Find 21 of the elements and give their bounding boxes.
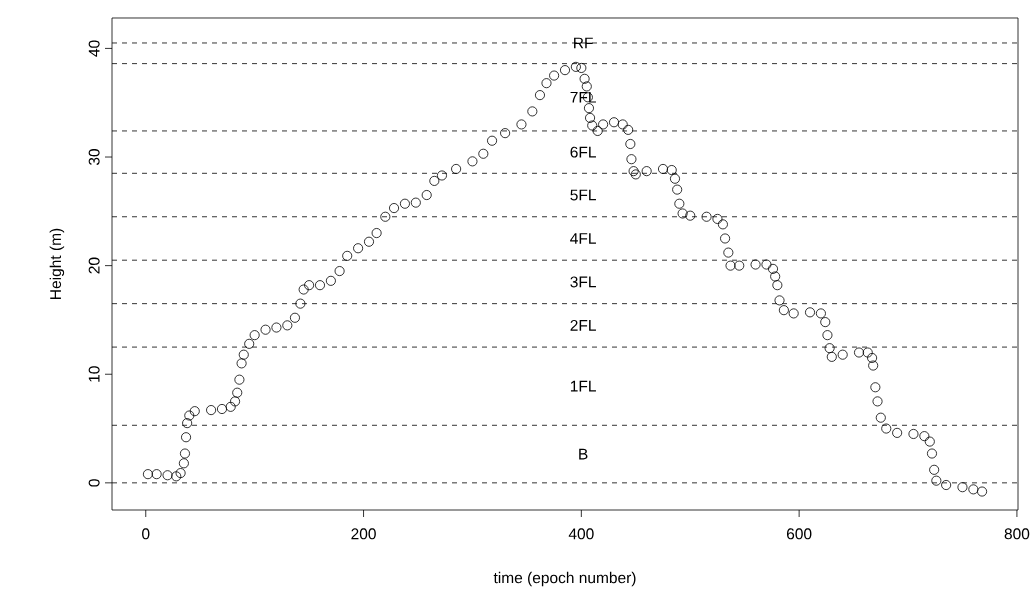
y-axis-title: Height (m) bbox=[49, 228, 65, 299]
x-tick-label: 400 bbox=[568, 528, 594, 540]
y-tick-label: 40 bbox=[88, 40, 100, 57]
annotation: 5FL bbox=[570, 189, 596, 201]
annotation: 4FL bbox=[570, 233, 596, 244]
annotation: B bbox=[579, 448, 588, 460]
x-tick-label: 800 bbox=[1004, 528, 1030, 540]
annotation: RF bbox=[574, 37, 593, 49]
x-tick-label: 0 bbox=[142, 528, 150, 540]
x-axis-title: time (epoch number) bbox=[493, 571, 636, 587]
y-tick-label: 20 bbox=[88, 257, 100, 274]
annotation: 1FL bbox=[570, 380, 596, 392]
x-tick-label: 600 bbox=[786, 528, 812, 540]
y-tick-label: 0 bbox=[88, 479, 100, 487]
y-tick-label: 30 bbox=[88, 149, 100, 166]
annotation: 7FL bbox=[570, 91, 596, 103]
annotation: 2FL bbox=[570, 319, 596, 331]
annotation: 6FL bbox=[570, 146, 596, 158]
y-tick-label: 10 bbox=[88, 366, 100, 382]
x-tick-label: 200 bbox=[351, 528, 376, 540]
annotation: 3FL bbox=[570, 276, 596, 288]
